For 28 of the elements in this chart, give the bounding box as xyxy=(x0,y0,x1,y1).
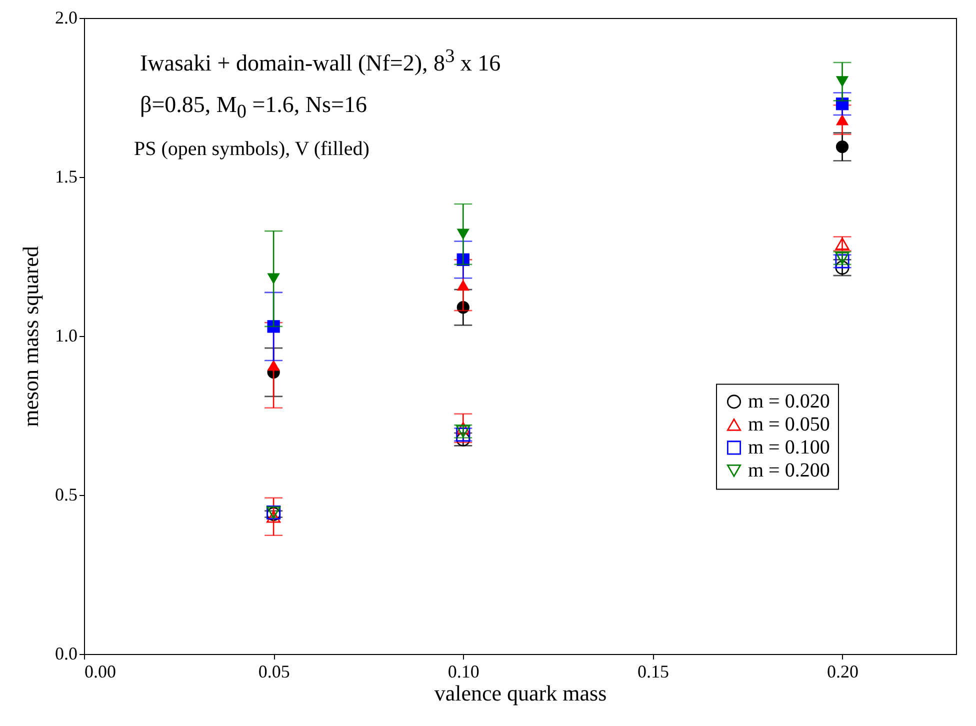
x-tick-label: 0.20 xyxy=(827,662,859,682)
x-tick-label: 0.05 xyxy=(258,662,290,682)
legend-label: m = 0.100 xyxy=(748,436,830,459)
point xyxy=(836,140,849,154)
point xyxy=(836,114,849,126)
y-tick-label: 0.5 xyxy=(55,484,78,504)
annotation: PS (open symbols), V (filled) xyxy=(134,138,370,161)
y-tick-label: 2.0 xyxy=(55,8,78,28)
point xyxy=(266,510,281,523)
point xyxy=(267,273,280,284)
y-tick-label: 0.0 xyxy=(55,644,78,664)
x-tick-label: 0.15 xyxy=(637,662,669,682)
x-axis-title: valence quark mass xyxy=(434,680,607,706)
annotation: Iwasaki + domain-wall (Nf=2), 8$^{3}$ x 16 xyxy=(140,46,501,77)
y-axis-title: meson mass squared xyxy=(18,246,43,427)
point xyxy=(456,422,470,434)
legend-label: m = 0.020 xyxy=(748,390,830,413)
y-tick-label: 1.0 xyxy=(55,326,78,346)
x-tick-label: 0.00 xyxy=(84,662,116,682)
annotation: β=0.85, M$_{0}$ =1.6, Ns=16 xyxy=(140,92,367,124)
legend-label: m = 0.200 xyxy=(748,460,830,482)
legend-label: m = 0.050 xyxy=(748,414,830,436)
x-tick-label: 0.10 xyxy=(448,662,480,682)
point xyxy=(456,228,470,240)
point xyxy=(836,76,849,88)
point xyxy=(267,360,280,371)
point xyxy=(456,280,470,291)
y-tick-label: 1.5 xyxy=(55,166,78,186)
